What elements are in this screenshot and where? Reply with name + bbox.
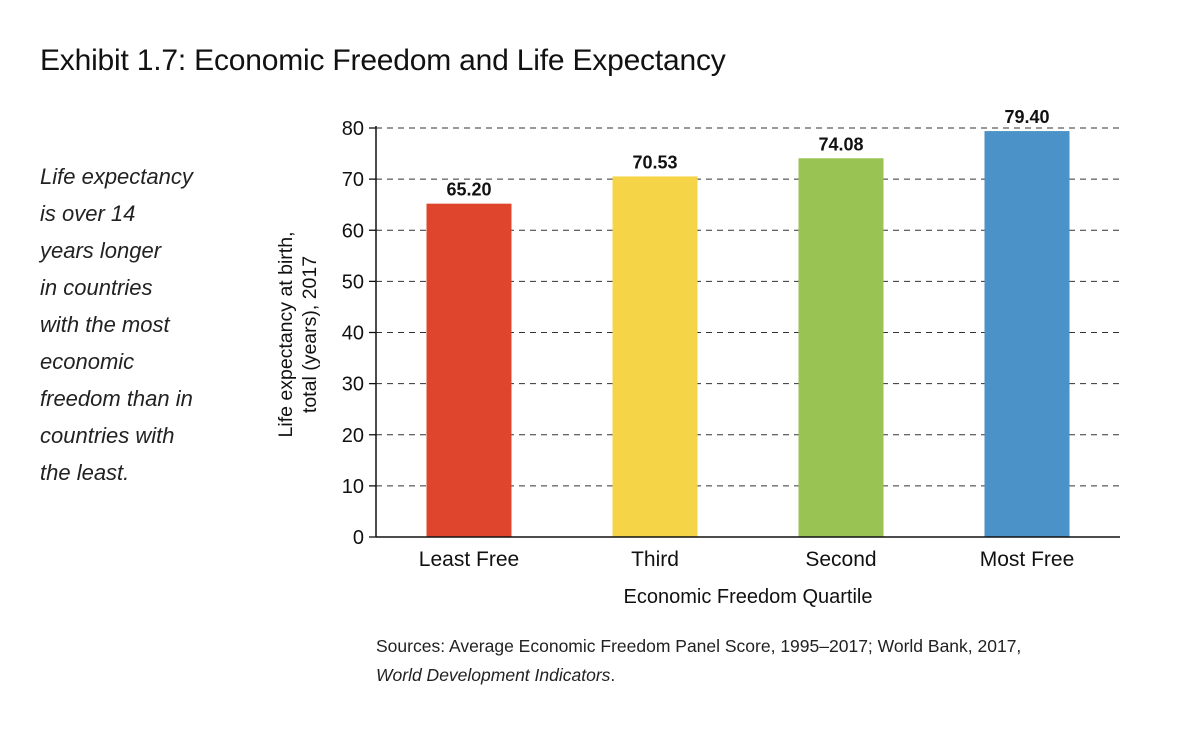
x-category-label: Second (805, 548, 876, 571)
side-note-line: is over 14 (40, 201, 136, 226)
exhibit-title: Exhibit 1.7: Economic Freedom and Life E… (40, 44, 726, 77)
bar (798, 158, 884, 538)
y-axis-title-line: Life expectancy at birth, (275, 232, 297, 438)
y-tick-label: 20 (342, 425, 364, 447)
bar-value-label: 70.53 (632, 152, 677, 172)
side-note: Life expectancy is over 14 years longer … (40, 158, 225, 491)
bar (426, 203, 512, 538)
y-tick-label: 50 (342, 271, 364, 293)
x-category-label: Most Free (980, 548, 1075, 571)
y-tick-label: 70 (342, 169, 364, 191)
bar-value-label: 74.08 (818, 134, 863, 154)
bar-value-label: 65.20 (446, 180, 491, 200)
side-note-line: economic (40, 349, 135, 374)
x-category-label: Third (631, 548, 679, 571)
y-tick-label: 30 (342, 374, 364, 396)
bar (612, 176, 698, 537)
bar (984, 131, 1070, 537)
y-tick-label: 0 (353, 527, 364, 549)
source-publication: World Development Indicators (376, 665, 611, 685)
side-note-line: freedom than in (40, 386, 193, 411)
axes (369, 126, 1120, 538)
source-line-2-end: . (610, 665, 616, 685)
side-note-line: with the most (40, 312, 170, 337)
y-tick-label: 80 (342, 118, 364, 140)
side-note-line: years longer (40, 238, 162, 263)
y-tick-label: 60 (342, 220, 364, 242)
side-note-line: the least. (40, 460, 130, 485)
bar-chart: 0 10 20 30 40 50 60 70 80 65.20 Least Free 70.53 Thi… (275, 107, 1120, 608)
bar-value-label: 79.40 (1004, 107, 1049, 127)
y-tick-label: 10 (342, 476, 364, 498)
source-line-2: World Development Indicators. (376, 661, 1021, 690)
y-axis-title: Life expectancy at birth, total (years), … (275, 232, 321, 438)
side-note-line: in countries (40, 275, 153, 300)
source-note: Sources: Average Economic Freedom Panel … (376, 632, 1021, 690)
side-note-line: countries with (40, 423, 175, 448)
source-line-1: Sources: Average Economic Freedom Panel … (376, 636, 1022, 656)
x-category-label: Least Free (419, 548, 519, 571)
bars (426, 131, 1070, 538)
labels: 0 10 20 30 40 50 60 70 80 65.20 Least Free 70.53 Thi… (275, 107, 1074, 608)
y-tick-label: 40 (342, 323, 364, 345)
side-note-line: Life expectancy (40, 164, 193, 189)
y-axis-title-line: total (years), 2017 (299, 256, 321, 413)
x-axis-title: Economic Freedom Quartile (624, 586, 873, 608)
